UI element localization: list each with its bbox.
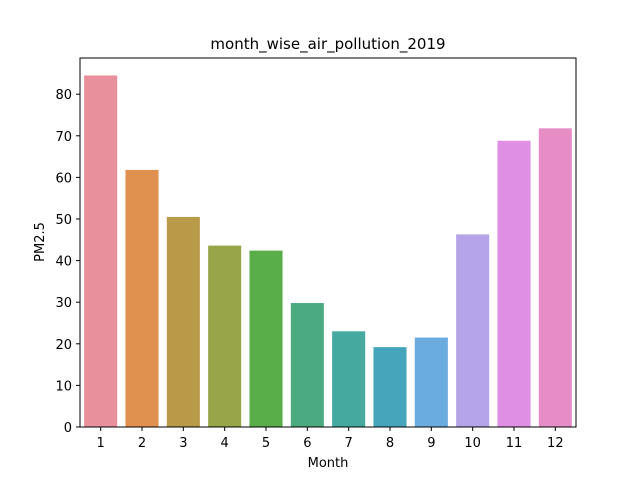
- x-tick-label: 8: [386, 436, 394, 451]
- bar-month-6: [290, 303, 324, 427]
- y-tick-label: 40: [55, 255, 72, 270]
- x-tick-label: 1: [97, 436, 105, 451]
- bar-month-1: [84, 75, 118, 427]
- bar-month-5: [249, 250, 283, 427]
- bar-month-11: [497, 140, 531, 428]
- bar-month-3: [166, 216, 200, 427]
- y-tick-label: 20: [55, 338, 72, 353]
- y-axis-label: PM2.5: [33, 222, 48, 262]
- bar-month-4: [208, 245, 242, 427]
- x-tick-label: 9: [427, 436, 435, 451]
- x-tick-label: 7: [345, 436, 353, 451]
- y-tick-label: 80: [55, 88, 72, 103]
- x-tick-label: 2: [138, 436, 146, 451]
- bar-month-2: [125, 169, 159, 427]
- x-tick-label: 4: [221, 436, 229, 451]
- bar-month-10: [456, 234, 490, 427]
- chart-title: month_wise_air_pollution_2019: [210, 35, 445, 54]
- bar-month-7: [332, 331, 366, 427]
- y-axis: 0 10 20 30 40 50 60 70 80: [55, 88, 80, 436]
- x-tick-label: 10: [464, 436, 481, 451]
- bar-month-12: [538, 128, 572, 427]
- x-tick-label: 6: [303, 436, 311, 451]
- x-tick-label: 3: [179, 436, 187, 451]
- x-tick-label: 11: [506, 436, 523, 451]
- y-tick-label: 30: [55, 296, 72, 311]
- x-tick-label: 5: [262, 436, 270, 451]
- y-tick-label: 10: [55, 379, 72, 394]
- plot-frame: [79, 57, 577, 428]
- bars-group: [84, 75, 572, 428]
- bar-month-8: [373, 347, 407, 427]
- x-axis-label: Month: [308, 456, 349, 471]
- x-tick-label: 12: [547, 436, 564, 451]
- x-axis: 1 2 3 4 5 6 7 8 9 10 11 12: [97, 427, 564, 451]
- y-tick-label: 70: [55, 130, 72, 145]
- y-tick-label: 50: [55, 213, 72, 228]
- y-tick-label: 0: [64, 421, 72, 436]
- y-tick-label: 60: [55, 171, 72, 186]
- bar-month-9: [414, 337, 448, 427]
